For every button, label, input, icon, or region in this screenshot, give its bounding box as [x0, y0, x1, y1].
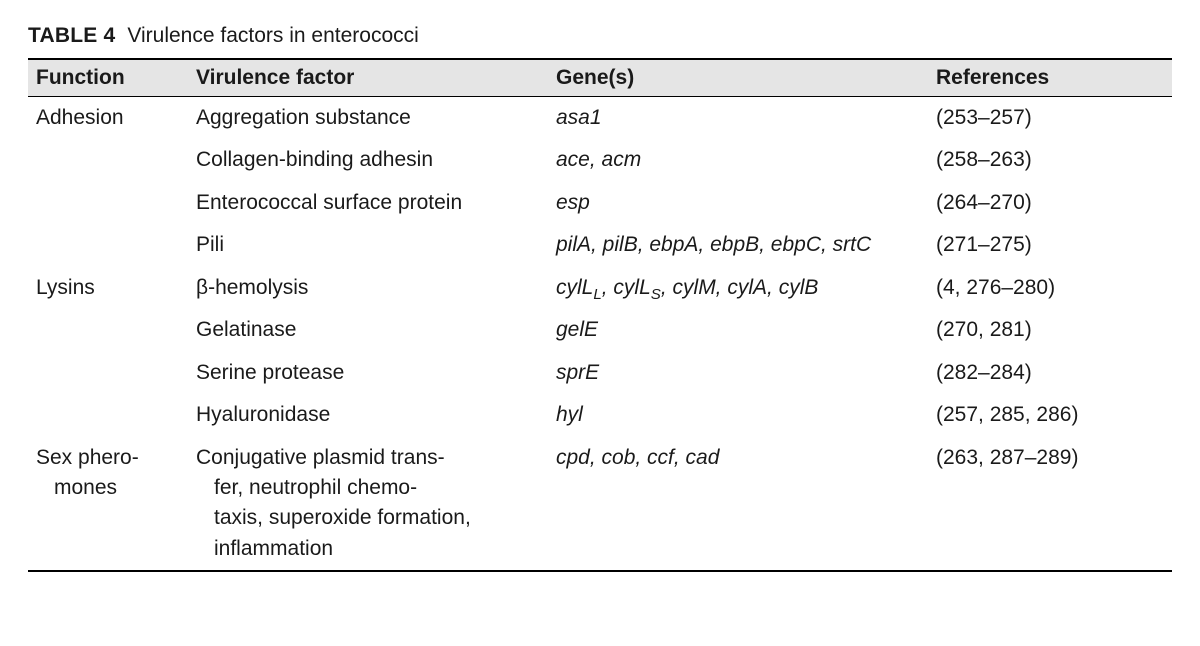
- vf-line: taxis, superoxide formation,: [196, 503, 538, 533]
- table-row: Collagen-binding adhesinace, acm(258–263…: [28, 139, 1172, 181]
- cell-function: Sex phero- mones: [28, 437, 188, 572]
- virulence-table: Function Virulence factor Gene(s) Refere…: [28, 58, 1172, 572]
- cell-function: [28, 309, 188, 351]
- cell-references: (270, 281): [928, 309, 1172, 351]
- vf-line: inflammation: [196, 534, 538, 564]
- cell-virulence-factor: Enterococcal surface protein: [188, 182, 548, 224]
- cell-function: [28, 139, 188, 181]
- cell-genes: cpd, cob, ccf, cad: [548, 437, 928, 572]
- cell-references: (271–275): [928, 224, 1172, 266]
- col-virulence-factor: Virulence factor: [188, 59, 548, 97]
- col-function: Function: [28, 59, 188, 97]
- table-row: Hyaluronidasehyl(257, 285, 286): [28, 394, 1172, 436]
- cell-references: (264–270): [928, 182, 1172, 224]
- table-row: PilipilA, pilB, ebpA, ebpB, ebpC, srtC(2…: [28, 224, 1172, 266]
- table-row: AdhesionAggregation substanceasa1(253–25…: [28, 97, 1172, 140]
- cell-references: (282–284): [928, 352, 1172, 394]
- header-row: Function Virulence factor Gene(s) Refere…: [28, 59, 1172, 97]
- cell-references: (257, 285, 286): [928, 394, 1172, 436]
- cell-genes: pilA, pilB, ebpA, ebpB, ebpC, srtC: [548, 224, 928, 266]
- cell-genes: asa1: [548, 97, 928, 140]
- col-genes: Gene(s): [548, 59, 928, 97]
- table-row: Enterococcal surface proteinesp(264–270): [28, 182, 1172, 224]
- col-references: References: [928, 59, 1172, 97]
- cell-virulence-factor: Serine protease: [188, 352, 548, 394]
- table-row: Serine proteasesprE(282–284): [28, 352, 1172, 394]
- function-line1: Sex phero-: [36, 443, 178, 473]
- table-body: AdhesionAggregation substanceasa1(253–25…: [28, 97, 1172, 572]
- table-row: Lysinsβ-hemolysiscylLL, cylLS, cylM, cyl…: [28, 267, 1172, 309]
- cell-virulence-factor: Conjugative plasmid trans- fer, neutroph…: [188, 437, 548, 572]
- function-line2: mones: [36, 473, 178, 503]
- cell-function: [28, 224, 188, 266]
- cell-genes: cylLL, cylLS, cylM, cylA, cylB: [548, 267, 928, 309]
- table-row: Sex phero- mones Conjugative plasmid tra…: [28, 437, 1172, 572]
- cell-function: [28, 394, 188, 436]
- vf-line: fer, neutrophil chemo-: [196, 473, 538, 503]
- cell-virulence-factor: β-hemolysis: [188, 267, 548, 309]
- cell-function: [28, 352, 188, 394]
- cell-genes: gelE: [548, 309, 928, 351]
- vf-line: Conjugative plasmid trans-: [196, 443, 538, 473]
- caption-label: TABLE 4: [28, 24, 115, 47]
- cell-function: Adhesion: [28, 97, 188, 140]
- cell-virulence-factor: Collagen-binding adhesin: [188, 139, 548, 181]
- cell-references: (258–263): [928, 139, 1172, 181]
- table-caption: TABLE 4 Virulence factors in enterococci: [28, 24, 1172, 48]
- cell-genes: sprE: [548, 352, 928, 394]
- cell-references: (253–257): [928, 97, 1172, 140]
- cell-genes: hyl: [548, 394, 928, 436]
- cell-function: [28, 182, 188, 224]
- cell-genes: esp: [548, 182, 928, 224]
- cell-references: (4, 276–280): [928, 267, 1172, 309]
- cell-virulence-factor: Aggregation substance: [188, 97, 548, 140]
- cell-genes: ace, acm: [548, 139, 928, 181]
- cell-function: Lysins: [28, 267, 188, 309]
- cell-virulence-factor: Pili: [188, 224, 548, 266]
- table-row: GelatinasegelE(270, 281): [28, 309, 1172, 351]
- cell-virulence-factor: Gelatinase: [188, 309, 548, 351]
- caption-title: Virulence factors in enterococci: [127, 24, 418, 47]
- cell-references: (263, 287–289): [928, 437, 1172, 572]
- cell-virulence-factor: Hyaluronidase: [188, 394, 548, 436]
